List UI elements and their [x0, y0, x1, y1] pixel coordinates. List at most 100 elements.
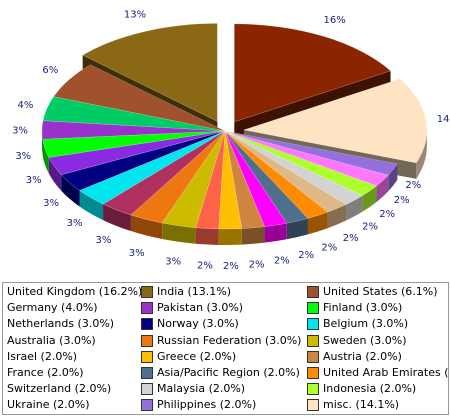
pie-percent-label: 4%	[18, 100, 34, 111]
pie-slice-side	[264, 223, 287, 243]
pie-slice-side	[48, 157, 62, 191]
pie-percent-label: 3%	[26, 175, 42, 186]
legend-label: Russian Federation (3.0%)	[157, 333, 302, 347]
legend-swatch	[141, 399, 153, 412]
legend-swatch	[141, 383, 153, 396]
legend-swatch	[307, 318, 319, 331]
legend-swatch	[307, 367, 319, 379]
pie-slice-side	[388, 163, 398, 192]
legend-swatch	[141, 302, 153, 315]
pie-slice-side	[286, 218, 308, 240]
pie-chart-svg: 16%14%2%2%2%2%2%2%2%2%2%2%2%3%3%3%3%3%3%…	[12, 9, 450, 272]
pie-percent-label: 14%	[437, 114, 450, 125]
legend-label: Australia (3.0%)	[7, 333, 96, 347]
legend-swatch	[307, 350, 319, 363]
pie-slice	[224, 130, 398, 176]
pie-percent-label: 3%	[15, 151, 31, 162]
pie-slice	[224, 130, 329, 219]
pie-slice	[224, 130, 389, 187]
pie-slice	[130, 130, 226, 224]
pie-slice	[48, 130, 226, 176]
legend-label: Sweden (3.0%)	[323, 333, 407, 347]
pie-percent-label: 2%	[197, 260, 213, 271]
legend-label: Israel (2.0%)	[7, 349, 78, 363]
legend-label: Belgium (3.0%)	[323, 317, 409, 331]
legend-label: Switzerland (2.0%)	[7, 382, 112, 396]
pie-slice-side	[103, 204, 131, 232]
pie-slice	[42, 96, 226, 132]
pie-slice	[218, 130, 243, 230]
pie-slice-side	[42, 139, 49, 174]
legend-swatch	[307, 302, 319, 315]
legend-swatch	[307, 383, 319, 396]
pie-percent-label: 16%	[324, 15, 346, 26]
pie-slice	[224, 130, 265, 229]
pie-percent-label: 3%	[129, 248, 145, 259]
pie-slice	[41, 120, 226, 140]
pie-slice-side	[362, 185, 377, 212]
pie-percent-label: 2%	[379, 209, 395, 220]
pie-slice	[224, 130, 288, 227]
pie-tops	[41, 23, 428, 230]
legend-label: United States (6.1%)	[323, 285, 438, 298]
pie-percent-label: 3%	[165, 257, 181, 268]
pie-slice-side	[218, 228, 242, 245]
legend-swatch	[141, 350, 153, 363]
legend-label: Norway (3.0%)	[157, 317, 239, 331]
pie-percent-label: 3%	[43, 198, 59, 209]
pie-percent-label: 3%	[67, 218, 83, 229]
pie-percent-label: 2%	[343, 233, 359, 244]
pie-slice-side	[307, 212, 328, 235]
pie-percent-label: 2%	[362, 222, 378, 233]
pie-percent-label: 6%	[42, 65, 58, 76]
pie-chart: 16%14%2%2%2%2%2%2%2%2%2%2%2%3%3%3%3%3%3%…	[12, 9, 450, 272]
pie-slice	[42, 130, 226, 158]
legend: United Kingdom (16.2%) India (13.1%) Unite…	[2, 282, 449, 415]
legend-swatch	[141, 334, 153, 347]
pie-slice	[82, 23, 218, 122]
legend-label: Malaysia (2.0%)	[157, 382, 246, 396]
pie-slice	[224, 130, 378, 197]
legend-swatch	[307, 399, 319, 412]
legend-label: Ukraine (2.0%)	[7, 398, 90, 412]
pie-slice	[234, 23, 392, 123]
pie-slice	[224, 130, 363, 205]
pie-percent-label: 3%	[12, 126, 28, 137]
pie-slice-side	[162, 223, 196, 244]
legend-label: United Arab Emirates (2.0%)	[323, 366, 449, 379]
pie-slice-side	[61, 174, 80, 207]
legend-swatch	[307, 334, 319, 347]
pie-slice-side	[79, 190, 104, 221]
pie-slice	[102, 130, 226, 216]
pie-percent-label: 3%	[96, 235, 112, 246]
legend-label: Netherlands (3.0%)	[7, 317, 115, 331]
legend-swatch	[141, 286, 153, 298]
legend-label: United Kingdom (16.2%)	[7, 285, 143, 298]
pie-slice	[79, 130, 226, 205]
legend-label: Asia/Pacific Region (2.0%)	[157, 366, 300, 379]
pie-percent-label: 13%	[124, 9, 146, 20]
pie-percent-label: 2%	[298, 250, 314, 261]
pie-percent-label: 2%	[223, 261, 239, 272]
legend-swatch	[307, 286, 319, 298]
pie-percent-labels: 16%14%2%2%2%2%2%2%2%2%2%2%2%3%3%3%3%3%3%…	[12, 9, 450, 272]
legend-label: Germany (4.0%)	[7, 301, 98, 315]
pie-slice	[53, 64, 226, 132]
legend-label: France (2.0%)	[7, 366, 84, 379]
pie-slice-side	[195, 227, 219, 245]
pie-slice	[60, 130, 226, 191]
pie-slice-side	[42, 131, 43, 156]
pie-percent-label: 2%	[394, 195, 410, 206]
pie-percent-label: 2%	[321, 242, 337, 253]
legend-label: Pakistan (3.0%)	[157, 301, 244, 315]
pie-percent-label: 2%	[249, 259, 265, 270]
pie-slice	[243, 78, 428, 164]
pie-percent-label: 2%	[274, 256, 290, 267]
legend-label: India (13.1%)	[157, 285, 232, 298]
legend-swatch	[141, 318, 153, 331]
pie-slice-side	[416, 129, 427, 179]
pie-slice	[161, 130, 226, 228]
legend-swatch	[141, 367, 153, 379]
pie-slice-side	[376, 175, 389, 202]
pie-slice-side	[346, 195, 363, 221]
